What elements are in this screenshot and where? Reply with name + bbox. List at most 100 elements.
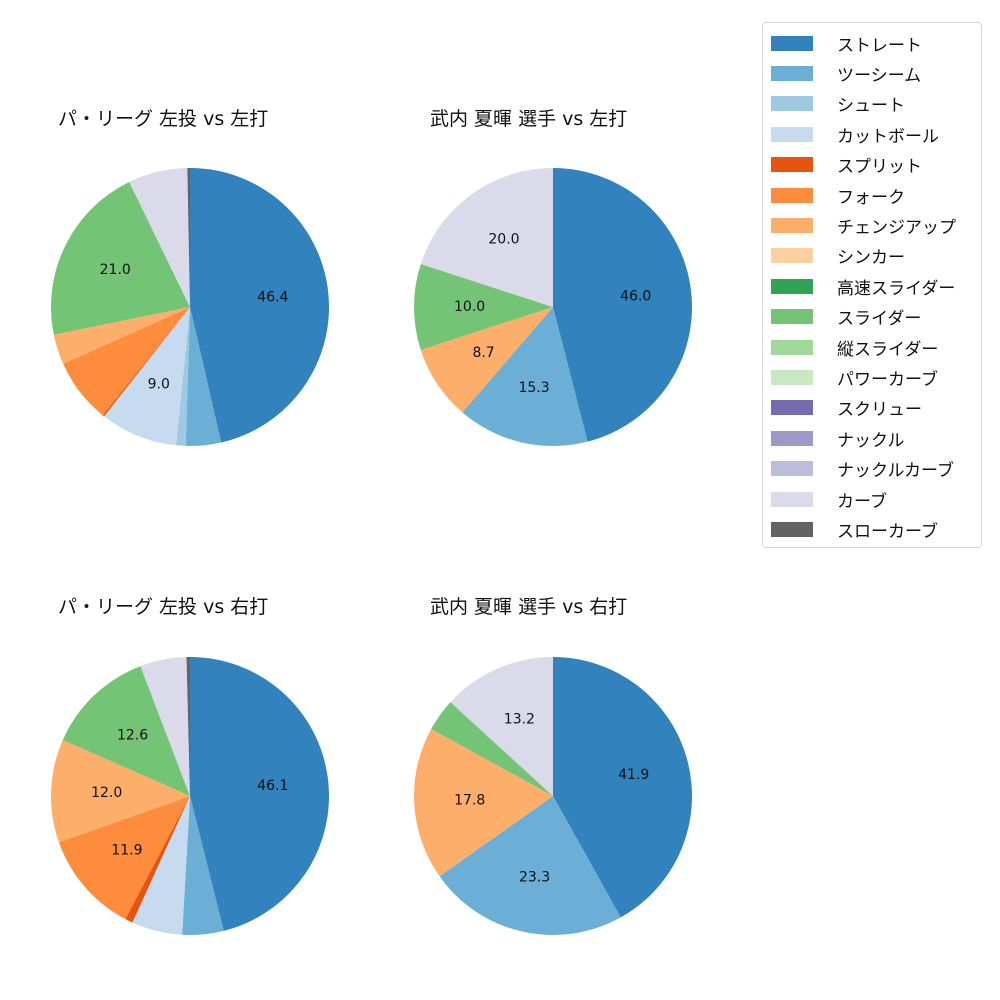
legend-label: スローカーブ bbox=[837, 521, 938, 542]
pie-slice bbox=[439, 796, 621, 936]
pie-slice-label: 10.0 bbox=[454, 299, 485, 315]
pie-slice-label: 12.6 bbox=[117, 728, 148, 744]
pie-slice bbox=[50, 181, 190, 335]
legend-item: チェンジアップ bbox=[771, 213, 956, 238]
legend-item: フォーク bbox=[771, 183, 905, 208]
pie-slice bbox=[420, 307, 553, 413]
chart-title-league-vs-left: パ・リーグ 左投 vs 左打 bbox=[58, 108, 269, 130]
pie-slice-label: 23.3 bbox=[519, 869, 550, 885]
legend-swatch bbox=[771, 65, 813, 81]
pie-slice-label: 46.0 bbox=[620, 289, 651, 305]
pie-slice-label: 11.9 bbox=[111, 843, 142, 859]
pie-slice-label: 20.0 bbox=[488, 232, 519, 248]
pie-slice bbox=[58, 796, 190, 920]
pie-slice-label: 21.0 bbox=[100, 262, 131, 278]
legend-label: フォーク bbox=[837, 187, 905, 208]
pie-slice-label: 17.8 bbox=[454, 793, 485, 809]
legend-swatch bbox=[771, 248, 813, 264]
legend-item: 高速スライダー bbox=[771, 274, 956, 299]
pie-slice bbox=[132, 796, 190, 935]
pie-slice bbox=[450, 657, 553, 796]
legend-swatch bbox=[771, 369, 813, 385]
pie-slice-label: 46.4 bbox=[257, 290, 288, 306]
legend-swatch bbox=[771, 491, 813, 507]
pie-slice bbox=[185, 307, 222, 447]
pie-slice-label: 41.9 bbox=[618, 767, 649, 783]
legend-item: ナックルカーブ bbox=[771, 457, 954, 481]
legend-item: スローカーブ bbox=[771, 517, 938, 542]
legend-item: カーブ bbox=[771, 487, 887, 512]
pie-slice bbox=[63, 307, 191, 416]
legend-swatch bbox=[771, 430, 813, 446]
legend-item: スプリット bbox=[771, 153, 922, 177]
pie-slice bbox=[190, 168, 330, 443]
legend-swatch bbox=[771, 126, 813, 142]
legend-label: 縦スライダー bbox=[837, 339, 939, 360]
legend-item: スクリュー bbox=[771, 396, 922, 420]
legend-label: ツーシーム bbox=[837, 65, 922, 86]
legend-label: スライダー bbox=[837, 309, 922, 330]
legend-label: カーブ bbox=[837, 491, 887, 512]
pie-slice bbox=[553, 657, 693, 918]
pie-slice-label: 8.7 bbox=[472, 345, 494, 361]
legend-label: 高速スライダー bbox=[837, 278, 956, 299]
pie-slice bbox=[104, 307, 190, 446]
pie-slice-label: 9.0 bbox=[148, 376, 170, 392]
legend-item: シンカー bbox=[771, 244, 905, 268]
chart-title-player-vs-right: 武内 夏暉 選手 vs 右打 bbox=[430, 596, 628, 618]
legend-swatch bbox=[771, 278, 813, 294]
pie-slice bbox=[553, 168, 693, 442]
legend-label: ストレート bbox=[837, 35, 922, 56]
legend-label: パワーカーブ bbox=[837, 369, 938, 390]
legend-swatch bbox=[771, 400, 813, 416]
pie-slice bbox=[53, 307, 191, 364]
legend-swatch bbox=[771, 35, 813, 51]
pie-slice bbox=[413, 264, 553, 350]
legend-item: シュート bbox=[771, 92, 905, 116]
legend-label: ナックルカーブ bbox=[837, 461, 954, 482]
legend-label: シンカー bbox=[837, 248, 905, 269]
pie-slice bbox=[187, 168, 190, 307]
pie-slice-label: 46.1 bbox=[257, 778, 288, 794]
legend-label: スプリット bbox=[837, 157, 922, 178]
legend-swatch bbox=[771, 217, 813, 233]
legend-swatch bbox=[771, 157, 813, 173]
pie-slice bbox=[420, 168, 553, 307]
legend-swatch bbox=[771, 339, 813, 355]
legend-swatch bbox=[771, 309, 813, 325]
pie-slice bbox=[102, 307, 190, 417]
pie-slice bbox=[190, 657, 329, 931]
legend-swatch bbox=[771, 96, 813, 112]
legend-label: ナックル bbox=[837, 430, 905, 451]
pie-slice bbox=[129, 168, 190, 307]
legend-label: チェンジアップ bbox=[837, 217, 956, 238]
pie-slice bbox=[140, 657, 190, 796]
legend-label: スクリュー bbox=[837, 400, 922, 421]
pie-slice bbox=[186, 657, 190, 796]
pie-slice-label: 15.3 bbox=[518, 380, 549, 396]
legend-item: スライダー bbox=[771, 305, 921, 329]
pie-slice bbox=[176, 307, 190, 446]
legend-item: カットボール bbox=[771, 122, 939, 147]
legend-item: ツーシーム bbox=[771, 61, 922, 86]
chart-title-player-vs-left: 武内 夏暉 選手 vs 左打 bbox=[430, 108, 628, 130]
pie-slice bbox=[414, 729, 553, 877]
legend-item: 縦スライダー bbox=[771, 335, 939, 360]
chart-legend: ストレートツーシームシュートカットボール スプリットフォークチェンジアップ シンカー… bbox=[762, 22, 982, 548]
pie-slice bbox=[431, 702, 553, 796]
pie-slice bbox=[462, 307, 588, 446]
pie-slice bbox=[125, 796, 190, 923]
legend-item: パワーカーブ bbox=[771, 365, 938, 390]
legend-label: カットボール bbox=[837, 126, 939, 147]
legend-label: シュート bbox=[837, 96, 905, 117]
pie-slice-label: 13.2 bbox=[504, 712, 535, 728]
chart-title-league-vs-right: パ・リーグ 左投 vs 右打 bbox=[58, 596, 269, 618]
pie-slice bbox=[182, 796, 224, 936]
legend-swatch bbox=[771, 461, 813, 477]
legend-item: ナックル bbox=[771, 426, 905, 451]
legend-swatch bbox=[771, 521, 813, 537]
